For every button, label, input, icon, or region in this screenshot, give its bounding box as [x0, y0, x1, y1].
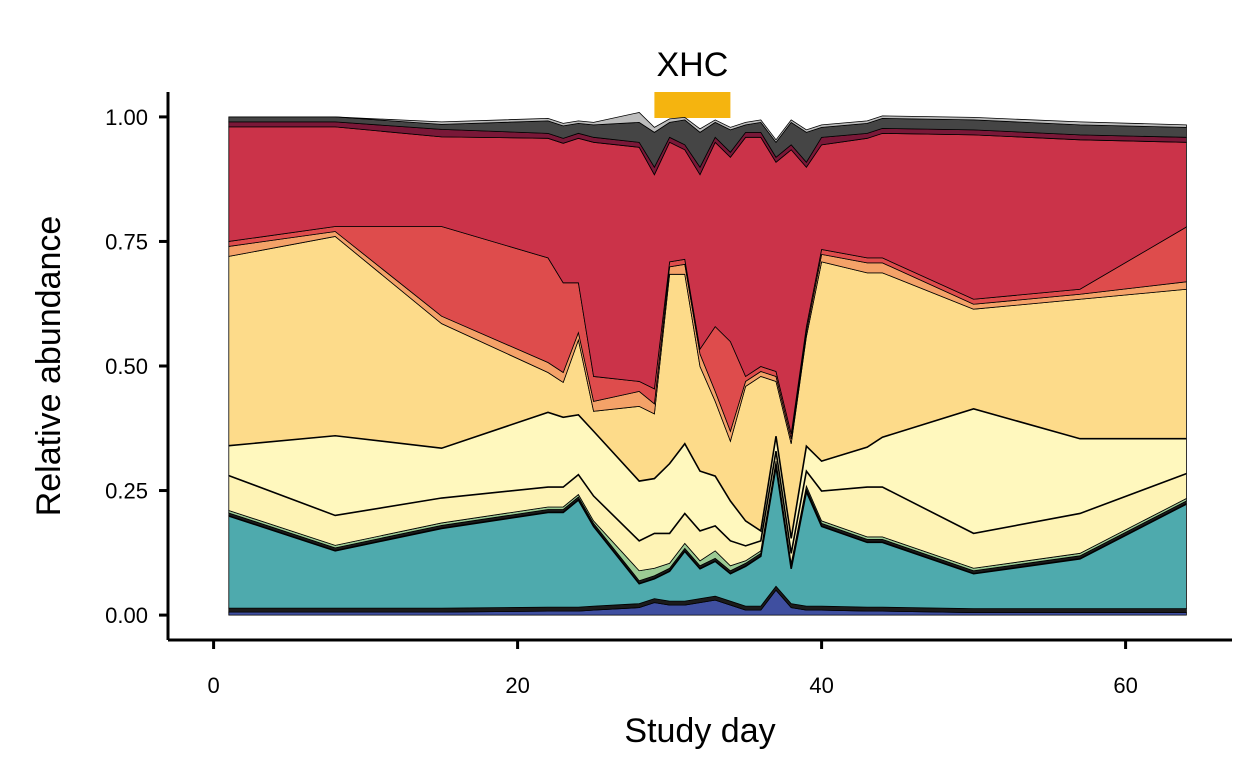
y-axis-title: Relative abundance [30, 216, 68, 517]
x-tick-label: 20 [505, 673, 529, 698]
treatment-label: XHC [657, 46, 729, 84]
y-tick-label: 0.75 [105, 229, 148, 254]
axes: 0.00 0.25 0.50 0.75 1.00 0 20 40 60 Study day R… [30, 92, 1232, 750]
y-tick-label: 0.25 [105, 479, 148, 504]
layer-boundary-3 [228, 466, 1187, 585]
x-axis-title: Study day [624, 712, 775, 750]
treatment-annotation: XHC [654, 46, 731, 118]
x-tick-label: 40 [809, 673, 833, 698]
area-series-group [228, 111, 1187, 616]
area-band-14 [228, 111, 1187, 143]
x-axis-ticks: 0 20 40 60 [207, 640, 1138, 698]
y-axis-ticks: 0.00 0.25 0.50 0.75 1.00 [105, 105, 168, 628]
x-tick-label: 60 [1113, 673, 1137, 698]
layer-boundary-7 [228, 408, 1187, 539]
treatment-period-bar [654, 92, 731, 118]
y-tick-label: 0.00 [105, 603, 148, 628]
x-tick-label: 0 [207, 673, 219, 698]
layer-boundary-6 [228, 451, 1187, 554]
y-tick-label: 1.00 [105, 105, 148, 130]
y-tick-label: 0.50 [105, 354, 148, 379]
